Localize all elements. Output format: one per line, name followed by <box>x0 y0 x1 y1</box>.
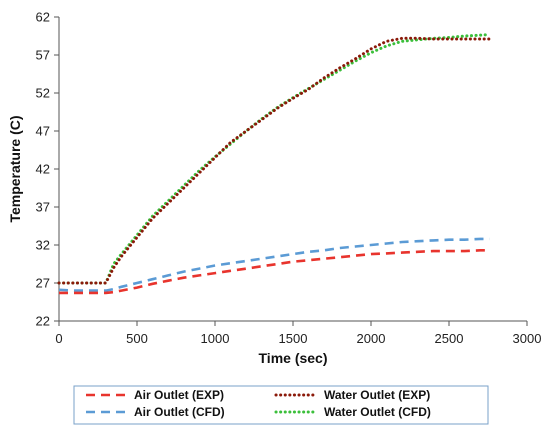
y-tick-label: 62 <box>36 10 50 25</box>
x-tick-label: 2000 <box>357 331 386 346</box>
x-tick-label: 500 <box>126 331 148 346</box>
x-tick-label: 1000 <box>201 331 230 346</box>
y-tick-label: 37 <box>36 200 50 215</box>
legend: Air Outlet (EXP) Water Outlet (EXP) Air Ou… <box>73 385 489 425</box>
x-tick-label: 1500 <box>279 331 308 346</box>
y-tick-label: 22 <box>36 314 50 329</box>
y-tick-label: 42 <box>36 162 50 177</box>
legend-label-3: Water Outlet (CFD) <box>324 405 431 419</box>
x-tick-label: 0 <box>55 331 62 346</box>
series-lines <box>57 33 492 295</box>
legend-box <box>73 385 489 425</box>
y-tick-label: 27 <box>36 276 50 291</box>
x-axis-title: Time (sec) <box>259 350 328 366</box>
y-tick-label: 47 <box>36 124 50 139</box>
legend-label-2: Air Outlet (CFD) <box>134 405 225 419</box>
series-line-0 <box>59 249 490 295</box>
series-line-3 <box>57 33 492 285</box>
legend-label-1: Water Outlet (EXP) <box>324 388 430 402</box>
series-line-2 <box>58 237 490 292</box>
y-tick-label: 52 <box>36 86 50 101</box>
y-axis-title: Temperature (C) <box>7 115 23 222</box>
y-tick-label: 32 <box>36 238 50 253</box>
x-tick-label: 2500 <box>435 331 464 346</box>
x-tick-label: 3000 <box>513 331 542 346</box>
y-tick-label: 57 <box>36 48 50 63</box>
legend-label-0: Air Outlet (EXP) <box>134 388 224 402</box>
axes: 22 27 32 37 42 47 52 57 62 0 500 1000 1500 2000 2500 30… <box>36 10 542 347</box>
series-line-1 <box>57 36 492 285</box>
